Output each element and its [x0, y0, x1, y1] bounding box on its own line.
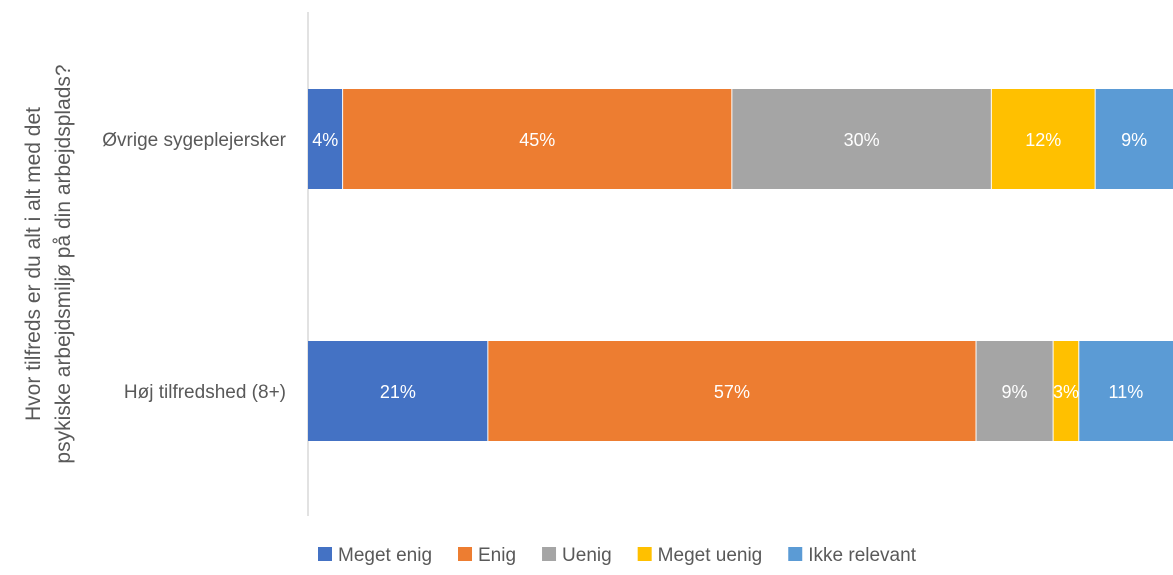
y-axis-title: Hvor tilfreds er du alt i alt med det psy…	[22, 64, 75, 463]
data-label: 9%	[1002, 382, 1028, 402]
legend-label: Ikke relevant	[808, 545, 916, 566]
data-label: 57%	[714, 382, 750, 402]
legend-label: Uenig	[562, 545, 612, 566]
bar-segment	[308, 89, 343, 189]
data-label: 45%	[519, 130, 555, 150]
legend-swatch	[788, 547, 803, 561]
y-axis-title-line: psykiske arbejdsmiljø på din arbejdsplad…	[52, 64, 75, 463]
legend-label: Meget uenig	[658, 545, 763, 566]
data-label: 9%	[1121, 130, 1147, 150]
bar-segment	[487, 341, 977, 441]
bar-segment	[731, 89, 992, 189]
bar-segment	[308, 341, 488, 441]
legend: Meget enig Enig Uenig Meget uenig Ikke relev…	[318, 545, 917, 566]
legend-swatch	[637, 547, 652, 561]
category-label: Øvrige sygeplejersker	[102, 130, 286, 151]
bar-segment	[976, 341, 1054, 441]
data-label: 11%	[1109, 382, 1144, 402]
legend-label: Meget enig	[338, 545, 432, 566]
bars: 4% 45% 30% 12% 9% 21% 57% 9% 3% 11%	[308, 89, 1173, 441]
bar-segment	[1095, 89, 1173, 189]
data-label: 4%	[312, 130, 338, 150]
data-label: 21%	[380, 382, 416, 402]
bar-segment	[991, 89, 1096, 189]
category-labels: Øvrige sygeplejersker Høj tilfredshed (8+…	[102, 130, 286, 403]
data-label: 12%	[1025, 130, 1061, 150]
legend-swatch	[542, 547, 557, 561]
data-label: 30%	[844, 130, 880, 150]
legend-label: Enig	[478, 545, 516, 566]
legend-swatch	[458, 547, 473, 561]
category-label: Høj tilfredshed (8+)	[124, 382, 286, 403]
y-axis-title-line: Hvor tilfreds er du alt i alt med det	[22, 107, 45, 421]
bar-segment	[1053, 341, 1079, 441]
bar-segment	[342, 89, 732, 189]
bar-segment	[1078, 341, 1173, 441]
data-label: 3%	[1053, 382, 1079, 402]
legend-swatch	[318, 547, 332, 561]
